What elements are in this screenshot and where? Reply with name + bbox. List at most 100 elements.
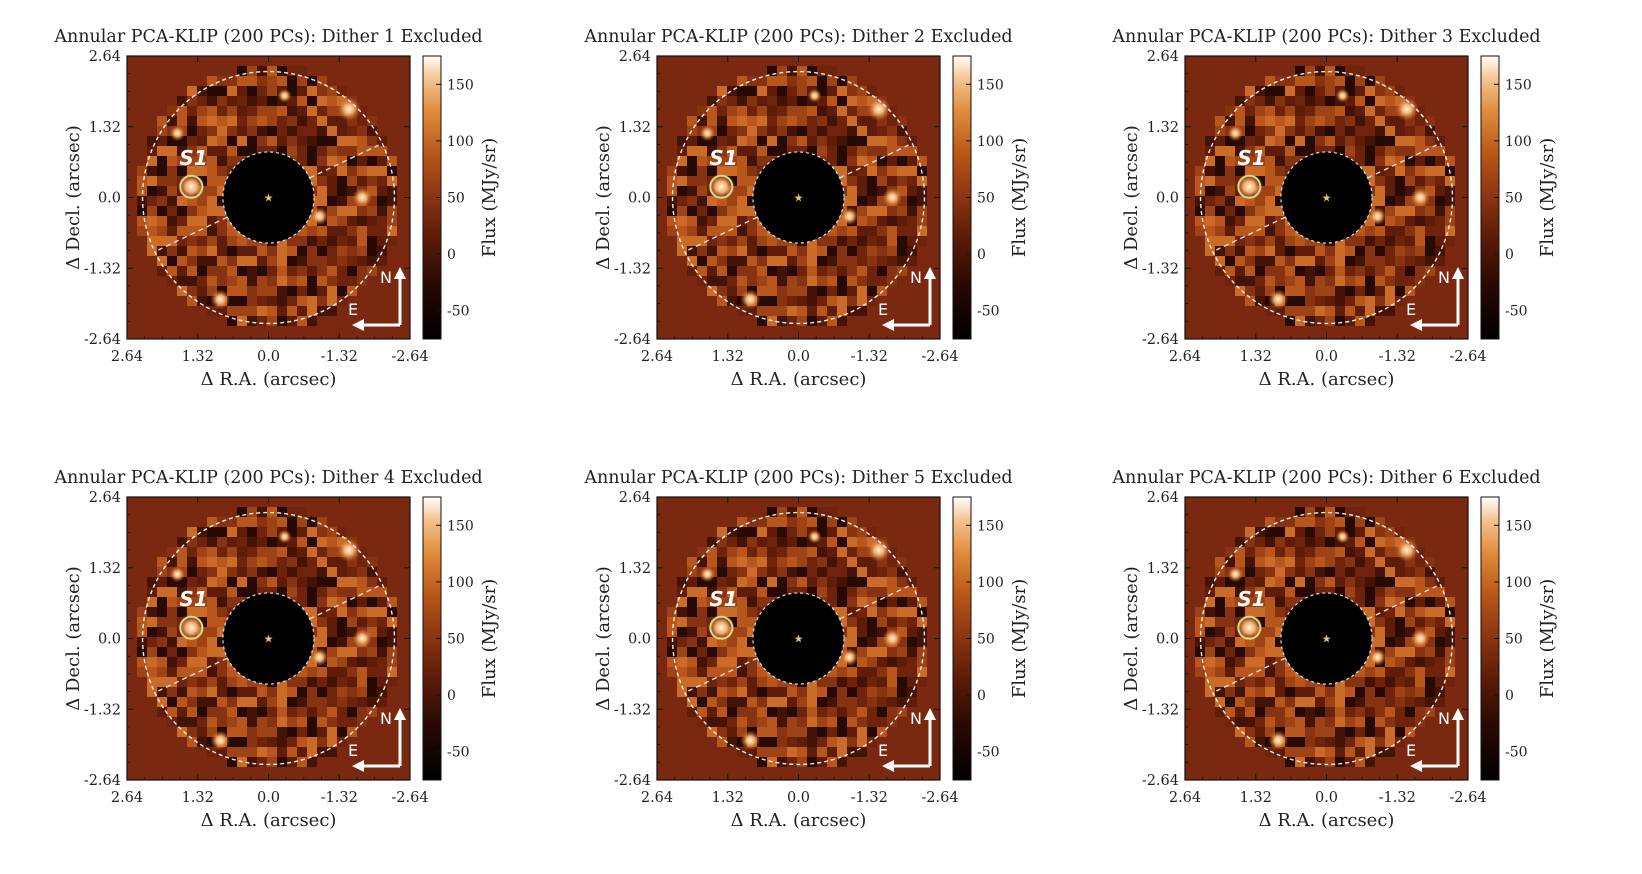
noise-pixel — [337, 657, 347, 667]
noise-pixel — [1435, 176, 1445, 186]
noise-pixel — [837, 266, 847, 276]
noise-pixel — [1305, 66, 1315, 76]
noise-pixel — [847, 537, 857, 547]
panel-3: Annular PCA-KLIP (200 PCs): Dither 3 Exc… — [1111, 27, 1558, 390]
noise-pixel — [1275, 647, 1285, 657]
noise-pixel — [1435, 146, 1445, 156]
noise-pixel — [277, 577, 287, 587]
noise-pixel — [837, 296, 847, 306]
noise-pixel — [687, 146, 697, 156]
noise-pixel — [757, 236, 767, 246]
noise-pixel — [817, 316, 827, 326]
noise-pixel — [1395, 667, 1405, 677]
noise-pixel — [357, 246, 367, 256]
noise-pixel — [197, 286, 207, 296]
noise-pixel — [1285, 557, 1295, 567]
noise-pixel — [277, 66, 287, 76]
noise-pixel — [177, 637, 187, 647]
noise-pixel — [207, 126, 217, 136]
colorbar-tick-label: 100 — [1505, 575, 1532, 591]
noise-pixel — [737, 527, 747, 537]
noise-pixel — [907, 256, 917, 266]
noise-pixel — [267, 266, 277, 276]
noise-pixel — [847, 517, 857, 527]
noise-pixel — [1315, 517, 1325, 527]
x-tick-label: 0.0 — [1315, 790, 1338, 806]
noise-pixel — [687, 246, 697, 256]
noise-pixel — [1265, 657, 1275, 667]
noise-pixel — [737, 547, 747, 557]
noise-pixel — [347, 687, 357, 697]
noise-pixel — [717, 597, 727, 607]
noise-pixel — [1225, 577, 1235, 587]
noise-pixel — [677, 186, 687, 196]
noise-pixel — [797, 76, 807, 86]
noise-pixel — [227, 727, 237, 737]
x-axis-label: Δ R.A. (arcsec) — [1259, 810, 1395, 831]
noise-pixel — [317, 547, 327, 557]
noise-pixel — [347, 216, 357, 226]
noise-pixel — [327, 637, 337, 647]
noise-pixel — [747, 517, 757, 527]
noise-pixel — [1275, 747, 1285, 757]
noise-pixel — [207, 547, 217, 557]
x-tick-label: 1.32 — [182, 349, 214, 365]
noise-pixel — [1345, 306, 1355, 316]
noise-pixel — [767, 737, 777, 747]
noise-pixel — [1205, 206, 1215, 216]
colorbar-tick-label: -50 — [977, 745, 1000, 761]
source-label: S1 — [1237, 146, 1265, 170]
noise-pixel — [247, 567, 257, 577]
bright-blob — [807, 88, 822, 103]
noise-pixel — [217, 547, 227, 557]
noise-pixel — [247, 547, 257, 557]
noise-pixel — [857, 226, 867, 236]
noise-pixel — [697, 246, 707, 256]
noise-pixel — [217, 607, 227, 617]
noise-pixel — [1345, 76, 1355, 86]
noise-pixel — [687, 587, 697, 597]
noise-pixel — [1345, 537, 1355, 547]
noise-pixel — [1255, 567, 1265, 577]
noise-pixel — [267, 587, 277, 597]
noise-pixel — [267, 246, 277, 256]
noise-pixel — [337, 727, 347, 737]
noise-pixel — [217, 246, 227, 256]
noise-pixel — [1285, 126, 1295, 136]
noise-pixel — [1305, 517, 1315, 527]
noise-pixel — [1295, 306, 1305, 316]
noise-pixel — [157, 196, 167, 206]
y-axis-label: Δ Decl. (arcsec) — [593, 125, 614, 270]
noise-pixel — [1345, 136, 1355, 146]
noise-pixel — [197, 647, 207, 657]
noise-pixel — [187, 577, 197, 587]
noise-pixel — [317, 667, 327, 677]
noise-pixel — [1215, 667, 1225, 677]
noise-pixel — [1345, 146, 1355, 156]
noise-pixel — [787, 146, 797, 156]
noise-pixel — [877, 557, 887, 567]
noise-pixel — [1255, 657, 1265, 667]
noise-pixel — [387, 206, 397, 216]
noise-pixel — [1425, 256, 1435, 266]
noise-pixel — [777, 126, 787, 136]
noise-pixel — [167, 607, 177, 617]
noise-pixel — [267, 567, 277, 577]
x-tick-label: -1.32 — [1379, 790, 1416, 806]
noise-pixel — [767, 116, 777, 126]
noise-pixel — [1335, 757, 1345, 767]
noise-pixel — [787, 96, 797, 106]
noise-pixel — [1385, 717, 1395, 727]
noise-pixel — [757, 266, 767, 276]
noise-pixel — [697, 116, 707, 126]
noise-pixel — [277, 276, 287, 286]
noise-pixel — [827, 677, 837, 687]
noise-pixel — [1425, 637, 1435, 647]
noise-pixel — [367, 647, 377, 657]
noise-pixel — [177, 607, 187, 617]
noise-pixel — [267, 527, 277, 537]
noise-pixel — [227, 136, 237, 146]
noise-pixel — [857, 737, 867, 747]
colorbar-tick-label: 50 — [1505, 191, 1523, 207]
noise-pixel — [847, 86, 857, 96]
